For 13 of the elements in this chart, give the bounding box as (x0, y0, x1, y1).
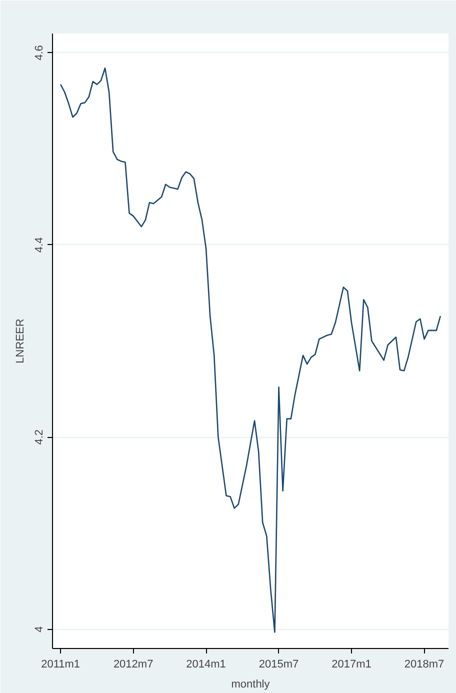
y-axis-title: LNREER (14, 318, 26, 364)
x-tick-label: 2015m7 (258, 658, 299, 670)
x-tick-label: 2017m1 (332, 658, 372, 670)
x-tick-label: 2018m7 (404, 658, 444, 670)
y-tick-label: 4 (34, 626, 46, 632)
y-tick-label: 4.2 (34, 429, 46, 445)
x-axis-title: monthly (231, 678, 270, 690)
line-series (60, 67, 442, 633)
y-tick-label: 4.6 (34, 45, 46, 60)
x-tick-label: 2011m1 (41, 658, 80, 670)
x-tick-label: 2014m1 (186, 658, 226, 670)
x-tick-label: 2012m7 (113, 658, 154, 670)
y-tick-label: 4.4 (34, 237, 46, 253)
